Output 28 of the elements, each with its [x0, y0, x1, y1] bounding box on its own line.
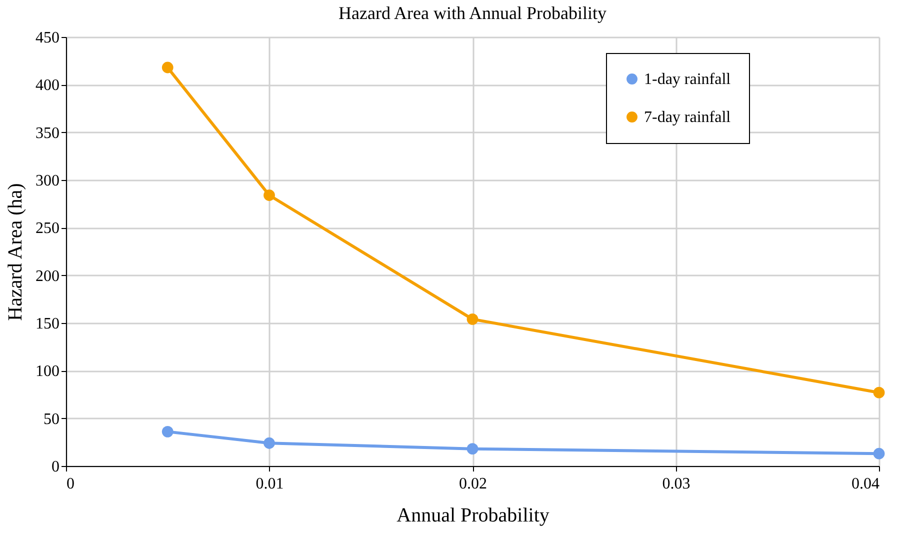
- y-tick-label: 450: [36, 30, 60, 46]
- y-tick-label: 300: [36, 172, 60, 190]
- y-tick-label: 100: [36, 363, 60, 380]
- point: [873, 386, 885, 398]
- y-tick-label: 150: [36, 316, 60, 332]
- x-tick-label: 0: [66, 476, 74, 492]
- y-tick-label: 0: [52, 458, 60, 476]
- point: [466, 313, 478, 325]
- y-tick-label: 50: [44, 410, 60, 428]
- y-tick-label: 350: [36, 124, 60, 142]
- x-tick-label: 0.02: [459, 476, 487, 492]
- chart-title: Hazard Area with Annual Probability: [338, 3, 606, 23]
- y-axis-title: Hazard Area (ha): [4, 183, 26, 321]
- x-tick-label: 0.03: [662, 476, 690, 492]
- point: [162, 62, 174, 74]
- point: [873, 448, 885, 460]
- point: [264, 437, 275, 449]
- legend-label: 1-day rainfall: [644, 71, 732, 88]
- x-axis-title: Annual Probability: [396, 504, 550, 526]
- y-tick-label: 400: [36, 77, 60, 94]
- point: [466, 443, 478, 455]
- x-tick-label: 0.01: [256, 476, 284, 492]
- legend-label: 7-day rainfall: [644, 109, 732, 126]
- y-tick-label: 200: [36, 268, 60, 285]
- point: [264, 190, 275, 201]
- y-tick-label: 250: [36, 220, 60, 238]
- point: [162, 426, 174, 438]
- x-tick-label: 0.04: [852, 476, 880, 492]
